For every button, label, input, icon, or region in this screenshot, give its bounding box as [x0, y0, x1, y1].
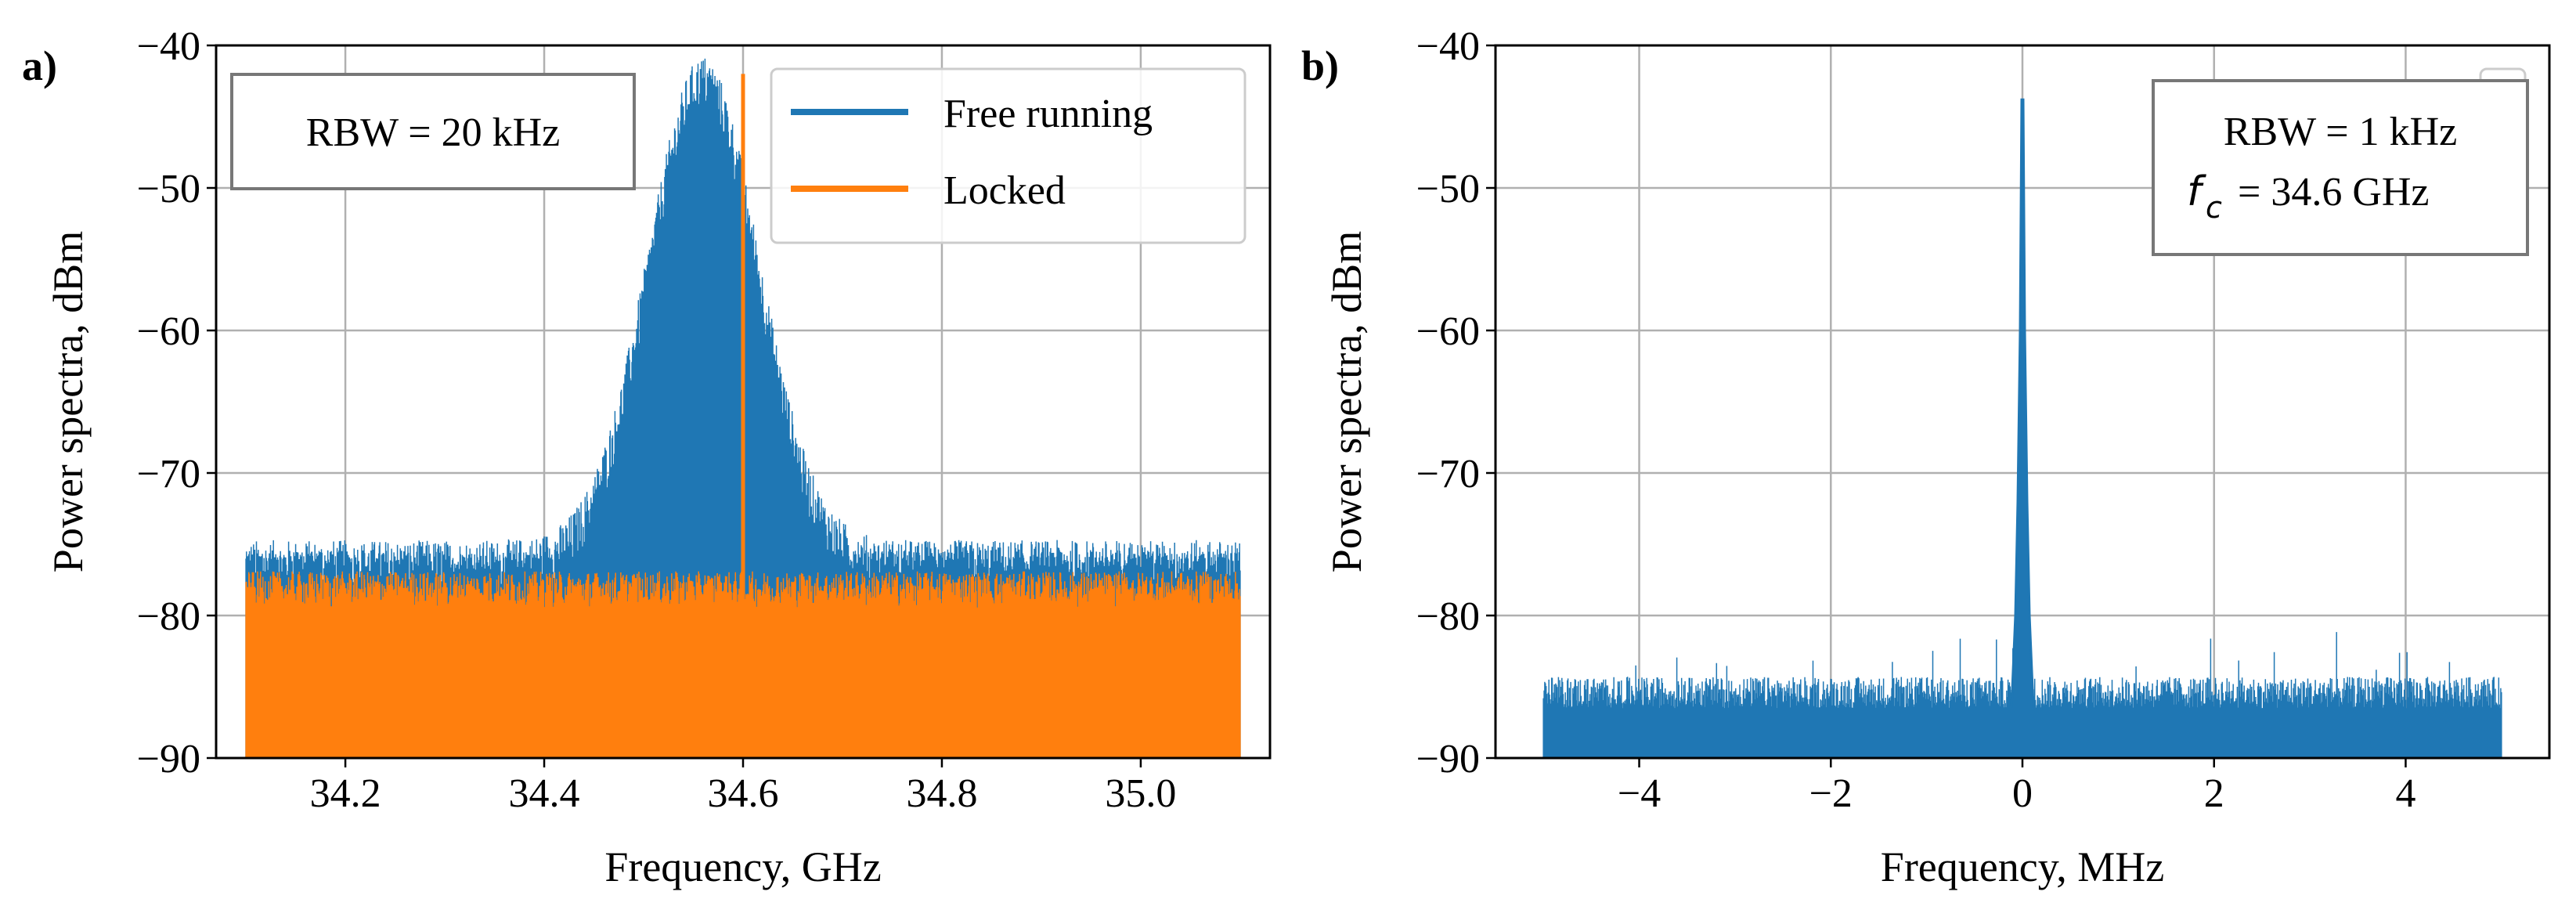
panel-a-ytick-label: −70 — [137, 452, 200, 496]
panel-a-xtick-label: 34.8 — [906, 771, 977, 816]
panel-a-ylabel: Power spectra, dBm — [45, 231, 92, 572]
panel-a-xtick-label: 34.6 — [708, 771, 779, 816]
panel-b-fc-text: = 34.6 GHz — [2238, 170, 2430, 215]
series-locked — [245, 571, 1241, 758]
panel-b-xtick-label: −4 — [1618, 771, 1661, 816]
panel-a-label: a) — [22, 42, 57, 89]
panel-a-xtick-label: 34.2 — [310, 771, 381, 816]
legend-free-running-label: Free running — [943, 92, 1153, 136]
panel-b-ticks: −4 −2 0 2 4 −40 −50 −60 −70 −80 −90 — [1416, 24, 2416, 816]
panel-a-xtick-label: 34.4 — [509, 771, 580, 816]
panel-a-xlabel: Frequency, GHz — [604, 843, 881, 890]
panel-a-xtick-label: 35.0 — [1105, 771, 1176, 816]
panel-b-xtick-label: 0 — [2012, 771, 2033, 816]
panel-a-ticks: 34.2 34.4 34.6 34.8 35.0 −40 −50 −60 −70 −80 −90 — [137, 24, 1177, 816]
panel-a-ytick-label: −90 — [137, 737, 200, 782]
panel-b-xtick-label: 4 — [2395, 771, 2415, 816]
panel-b-ytick-label: −90 — [1416, 737, 1480, 782]
panel-b-textbox: RBW = 1 kHz f c = 34.6 GHz — [2152, 79, 2529, 256]
panel-b-ylabel: Power spectra, dBm — [1323, 231, 1370, 572]
panel-b-rbw-text: RBW = 1 kHz — [2224, 110, 2457, 154]
panel-b-ytick-label: −50 — [1416, 167, 1480, 211]
panel-a-ytick-label: −40 — [137, 24, 200, 69]
panel-b-ytick-label: −60 — [1416, 309, 1480, 354]
series-spectrum-b-peak — [2010, 98, 2035, 758]
panel-a-ytick-label: −60 — [137, 309, 200, 354]
panel-a-rbw-text: RBW = 20 kHz — [306, 110, 560, 155]
panel-b-ytick-label: −70 — [1416, 452, 1480, 496]
panel-b: b) −4 −2 0 2 4 −40 −50 −60 −70 −80 −90 Frequency, … — [1301, 24, 2551, 890]
panel-b-series — [1542, 98, 2502, 758]
legend-locked-label: Locked — [943, 168, 1066, 213]
panel-a-ytick-label: −50 — [137, 167, 200, 211]
panel-a-textbox: RBW = 20 kHz — [230, 73, 636, 190]
panel-a-ytick-label: −80 — [137, 594, 200, 639]
panel-b-ytick-label: −80 — [1416, 594, 1480, 639]
series-spectrum-b — [1542, 632, 2502, 758]
panel-b-ytick-label: −40 — [1416, 24, 1480, 69]
panel-b-xlabel: Frequency, MHz — [1881, 843, 2164, 890]
panel-b-xtick-label: 2 — [2204, 771, 2224, 816]
panel-b-xtick-label: −2 — [1809, 771, 1853, 816]
panel-a-series — [245, 58, 1241, 758]
panel-b-label: b) — [1301, 42, 1339, 89]
panel-a: a) 34.2 34.4 34.6 34.8 35.0 −40 −50 −60 −70 −80 −9… — [22, 24, 1272, 890]
panel-b-fc-subscript: c — [2206, 190, 2222, 225]
panel-a-legend: Free running Locked — [770, 67, 1247, 244]
